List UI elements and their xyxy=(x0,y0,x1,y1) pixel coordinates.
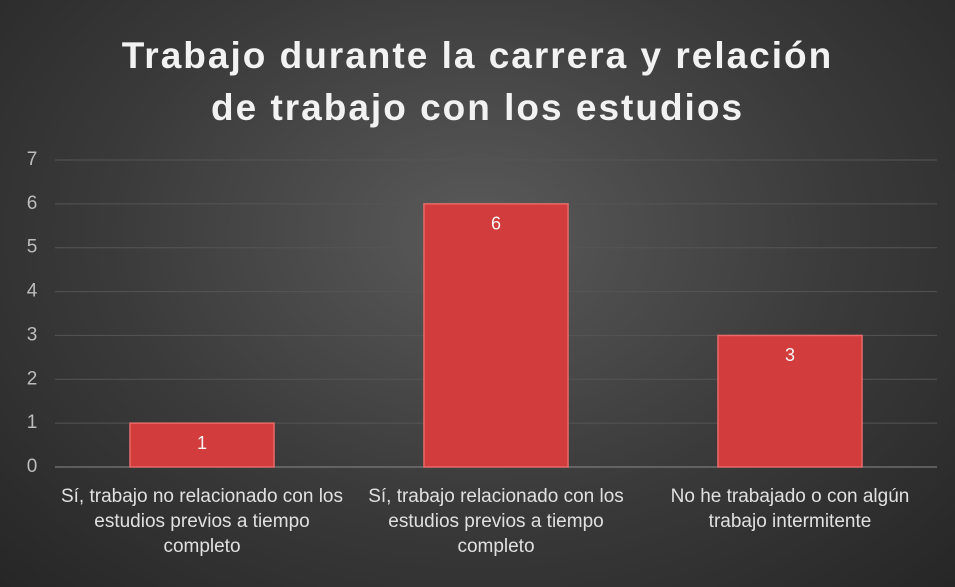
y-tick-label: 4 xyxy=(27,281,38,302)
x-tick-label: Sí, trabajo relacionado con los estudios… xyxy=(368,486,624,557)
x-tick-label: Sí, trabajo no relacionado con los estud… xyxy=(60,486,343,557)
y-tick-label: 3 xyxy=(27,324,38,345)
y-tick-label: 2 xyxy=(27,368,38,389)
data-label: 6 xyxy=(491,214,501,234)
bar xyxy=(717,334,863,468)
y-tick-label: 7 xyxy=(27,149,38,170)
y-tick-label: 0 xyxy=(27,456,38,477)
y-tick-label: 1 xyxy=(27,412,38,433)
y-tick-label: 5 xyxy=(27,237,38,258)
bar xyxy=(129,422,275,468)
chart-title: Trabajo durante la carrera y relación de… xyxy=(121,35,834,128)
x-tick-label: No he trabajado o con algún trabajo inte… xyxy=(670,486,910,532)
data-label: 3 xyxy=(785,345,795,365)
y-tick-label: 6 xyxy=(27,193,38,214)
data-label: 1 xyxy=(197,433,207,453)
bar xyxy=(423,203,569,468)
